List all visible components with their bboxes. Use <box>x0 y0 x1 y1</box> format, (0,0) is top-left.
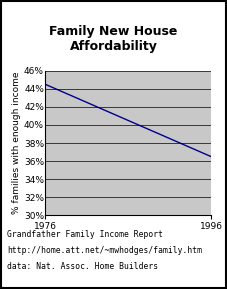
Text: data: Nat. Assoc. Home Builders: data: Nat. Assoc. Home Builders <box>7 262 158 271</box>
Y-axis label: % families with enough income: % families with enough income <box>12 72 21 214</box>
Text: Grandfather Family Income Report: Grandfather Family Income Report <box>7 230 163 239</box>
Text: Family New House
Affordability: Family New House Affordability <box>49 25 178 53</box>
Text: http://home.att.net/~mwhodges/family.htm: http://home.att.net/~mwhodges/family.htm <box>7 246 202 255</box>
